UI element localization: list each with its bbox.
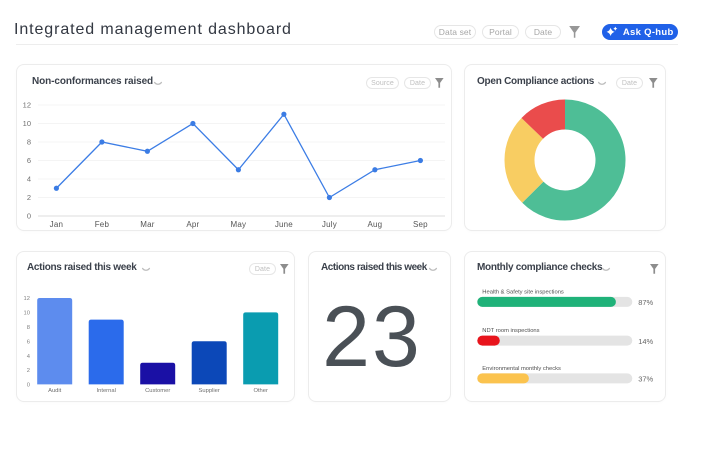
svg-text:4: 4 xyxy=(27,354,31,360)
svg-text:Health & Safety site inspectio: Health & Safety site inspections xyxy=(482,290,564,296)
svg-text:2: 2 xyxy=(27,368,30,374)
svg-text:NDT room inspections: NDT room inspections xyxy=(482,328,539,334)
svg-text:Audit: Audit xyxy=(48,388,62,394)
svg-text:12: 12 xyxy=(23,101,31,110)
svg-text:6: 6 xyxy=(27,156,31,165)
svg-text:6: 6 xyxy=(27,339,30,345)
svg-text:Supplier: Supplier xyxy=(199,388,220,394)
svg-text:10: 10 xyxy=(24,311,30,317)
svg-text:Aug: Aug xyxy=(367,220,382,229)
svg-text:July: July xyxy=(322,220,337,229)
svg-text:0: 0 xyxy=(27,383,30,389)
svg-text:Mar: Mar xyxy=(140,220,155,229)
svg-text:Environmental monthly checks: Environmental monthly checks xyxy=(482,366,561,372)
svg-text:Feb: Feb xyxy=(95,220,110,229)
svg-text:Other: Other xyxy=(253,388,268,394)
svg-text:10: 10 xyxy=(23,119,31,128)
svg-text:14%: 14% xyxy=(638,337,653,346)
svg-text:Customer: Customer xyxy=(145,388,170,394)
svg-text:12: 12 xyxy=(24,296,30,302)
svg-text:87%: 87% xyxy=(638,298,653,307)
svg-text:0: 0 xyxy=(27,212,31,221)
svg-text:June: June xyxy=(275,220,293,229)
svg-text:May: May xyxy=(231,220,247,229)
svg-text:Apr: Apr xyxy=(186,220,199,229)
svg-text:4: 4 xyxy=(27,175,31,184)
svg-text:Sep: Sep xyxy=(413,220,428,229)
svg-text:Internal: Internal xyxy=(97,388,116,394)
svg-text:37%: 37% xyxy=(638,375,653,384)
svg-text:2: 2 xyxy=(27,193,31,202)
svg-text:8: 8 xyxy=(27,325,30,331)
svg-text:8: 8 xyxy=(27,138,31,147)
svg-text:Jan: Jan xyxy=(50,220,64,229)
